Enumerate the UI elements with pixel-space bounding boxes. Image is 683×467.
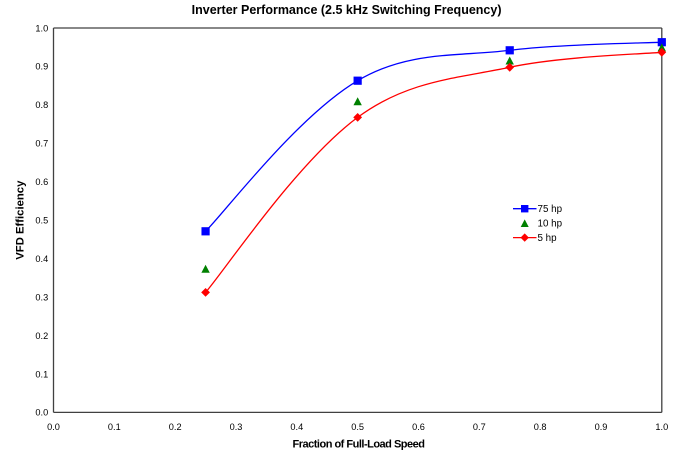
- svg-text:5 hp: 5 hp: [538, 233, 558, 244]
- svg-text:0.8: 0.8: [534, 422, 547, 432]
- svg-text:0.6: 0.6: [412, 422, 425, 432]
- svg-text:0.2: 0.2: [35, 331, 48, 341]
- svg-text:0.7: 0.7: [473, 422, 486, 432]
- svg-text:0.6: 0.6: [35, 177, 48, 187]
- svg-text:1.0: 1.0: [655, 422, 668, 432]
- svg-text:10 hp: 10 hp: [538, 219, 563, 230]
- svg-text:VFD Efficiency: VFD Efficiency: [15, 180, 27, 260]
- svg-text:0.1: 0.1: [35, 369, 48, 379]
- svg-text:0.2: 0.2: [169, 422, 182, 432]
- svg-text:0.5: 0.5: [351, 422, 364, 432]
- svg-text:0.1: 0.1: [108, 422, 121, 432]
- svg-text:0.8: 0.8: [35, 100, 48, 110]
- svg-text:Fraction of Full-Load Speed: Fraction of Full-Load Speed: [293, 438, 425, 450]
- svg-text:0.3: 0.3: [35, 292, 48, 302]
- svg-text:0.4: 0.4: [35, 254, 48, 264]
- svg-text:0.0: 0.0: [35, 408, 48, 418]
- svg-text:0.3: 0.3: [230, 422, 243, 432]
- svg-text:0.9: 0.9: [35, 62, 48, 72]
- svg-text:0.4: 0.4: [290, 422, 303, 432]
- svg-text:0.5: 0.5: [35, 216, 48, 226]
- svg-text:Inverter Performance (2.5 kHz: Inverter Performance (2.5 kHz Switching …: [192, 3, 502, 17]
- svg-text:0.7: 0.7: [35, 139, 48, 149]
- svg-text:0.0: 0.0: [47, 422, 60, 432]
- svg-text:0.9: 0.9: [595, 422, 608, 432]
- svg-text:1.0: 1.0: [35, 23, 48, 33]
- svg-text:75 hp: 75 hp: [538, 204, 563, 215]
